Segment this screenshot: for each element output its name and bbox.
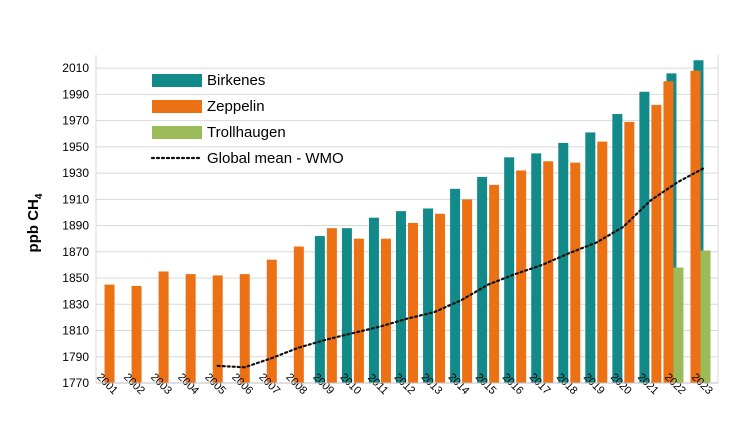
bar-birkenes-2012 (396, 211, 406, 383)
bar-zeppelin-2023 (690, 70, 701, 383)
legend-label: Trollhaugen (207, 124, 286, 141)
legend-label: Birkenes (207, 72, 265, 89)
legend-label: Zeppelin (207, 98, 265, 115)
bar-birkenes-2020 (612, 114, 623, 383)
bar-zeppelin-2021 (651, 104, 662, 383)
bar-zeppelin-2018 (570, 162, 581, 383)
bar-zeppelin-2016 (516, 170, 527, 383)
bar-zeppelin-2012 (408, 222, 418, 383)
bars (104, 60, 711, 384)
y-tick-label: 1990 (62, 87, 89, 101)
bar-zeppelin-2019 (597, 141, 608, 383)
bar-birkenes-2015 (477, 177, 488, 383)
bar-birkenes-2011 (368, 217, 379, 383)
bar-birkenes-2013 (423, 208, 434, 383)
bar-zeppelin-2013 (435, 213, 446, 383)
y-tick-label: 1950 (62, 140, 89, 154)
y-axis-label-subscript: 4 (34, 193, 45, 199)
bar-zeppelin-2005 (212, 275, 223, 383)
bar-zeppelin-2006 (239, 274, 250, 383)
bar-zeppelin-2017 (543, 161, 554, 383)
y-tick-label: 1890 (62, 219, 89, 233)
y-tick-label: 1870 (62, 245, 89, 259)
bar-birkenes-2016 (504, 157, 515, 383)
bar-zeppelin-2020 (624, 121, 635, 384)
legend: Birkenes Zeppelin Trollhaugen Global mean -… (150, 72, 344, 167)
gridlines (95, 55, 719, 384)
bar-birkenes-2017 (531, 153, 542, 383)
y-tick-label: 1970 (62, 114, 89, 128)
y-tick-label: 1930 (62, 166, 89, 180)
bar-zeppelin-2003 (158, 271, 169, 383)
y-tick-label: 1910 (62, 192, 89, 206)
y-tick-label: 1770 (62, 376, 89, 390)
bar-zeppelin-2008 (293, 246, 304, 383)
x-tick-label: 2005 (202, 371, 228, 397)
bar-birkenes-2009 (314, 236, 325, 383)
x-tick-label: 2008 (283, 371, 309, 397)
x-tick-label: 2001 (94, 371, 120, 397)
bar-zeppelin-2015 (489, 184, 500, 383)
legend-label: Global mean - WMO (207, 150, 344, 167)
bar-birkenes-2018 (558, 142, 569, 383)
y-tick-label: 1850 (62, 271, 89, 285)
bar-zeppelin-2010 (353, 238, 364, 383)
bar-trollhaugen-2023 (700, 250, 711, 383)
x-tick-label: 2004 (175, 371, 201, 397)
legend-swatch-trollhaugen (152, 126, 202, 139)
legend-swatch-birkenes (152, 74, 202, 87)
x-tick-label: 2006 (229, 371, 255, 397)
bar-zeppelin-2007 (266, 259, 277, 383)
bar-zeppelin-2001 (104, 284, 115, 383)
bar-trollhaugen-2022 (673, 267, 684, 383)
bar-zeppelin-2022 (663, 81, 674, 384)
x-tick-label: 2003 (148, 371, 174, 397)
legend-swatch-zeppelin (152, 100, 202, 113)
y-tick-label: 1810 (62, 324, 89, 338)
y-axis-label-main: ppb CH (25, 199, 42, 252)
y-tick-label: 1830 (62, 297, 89, 311)
y-axis-label: ppb CH4 (25, 193, 45, 252)
bar-zeppelin-2009 (326, 228, 337, 383)
x-tick-label: 2022 (662, 371, 688, 397)
y-tick-label: 2010 (62, 61, 89, 75)
bar-zeppelin-2004 (185, 274, 196, 383)
y-tick-label: 1790 (62, 350, 89, 364)
bar-birkenes-2021 (639, 91, 650, 384)
bar-birkenes-2014 (450, 188, 461, 383)
x-tick-label: 2007 (256, 371, 282, 397)
bar-zeppelin-2011 (380, 238, 391, 383)
global-mean-line (216, 166, 706, 369)
bar-birkenes-2019 (585, 132, 596, 383)
bar-birkenes-2010 (341, 228, 352, 383)
bar-zeppelin-2002 (131, 285, 142, 383)
series-line-global-mean (216, 166, 706, 369)
x-tick-label: 2023 (689, 371, 715, 397)
bar-zeppelin-2014 (462, 199, 473, 383)
x-tick-label: 2002 (121, 371, 147, 397)
